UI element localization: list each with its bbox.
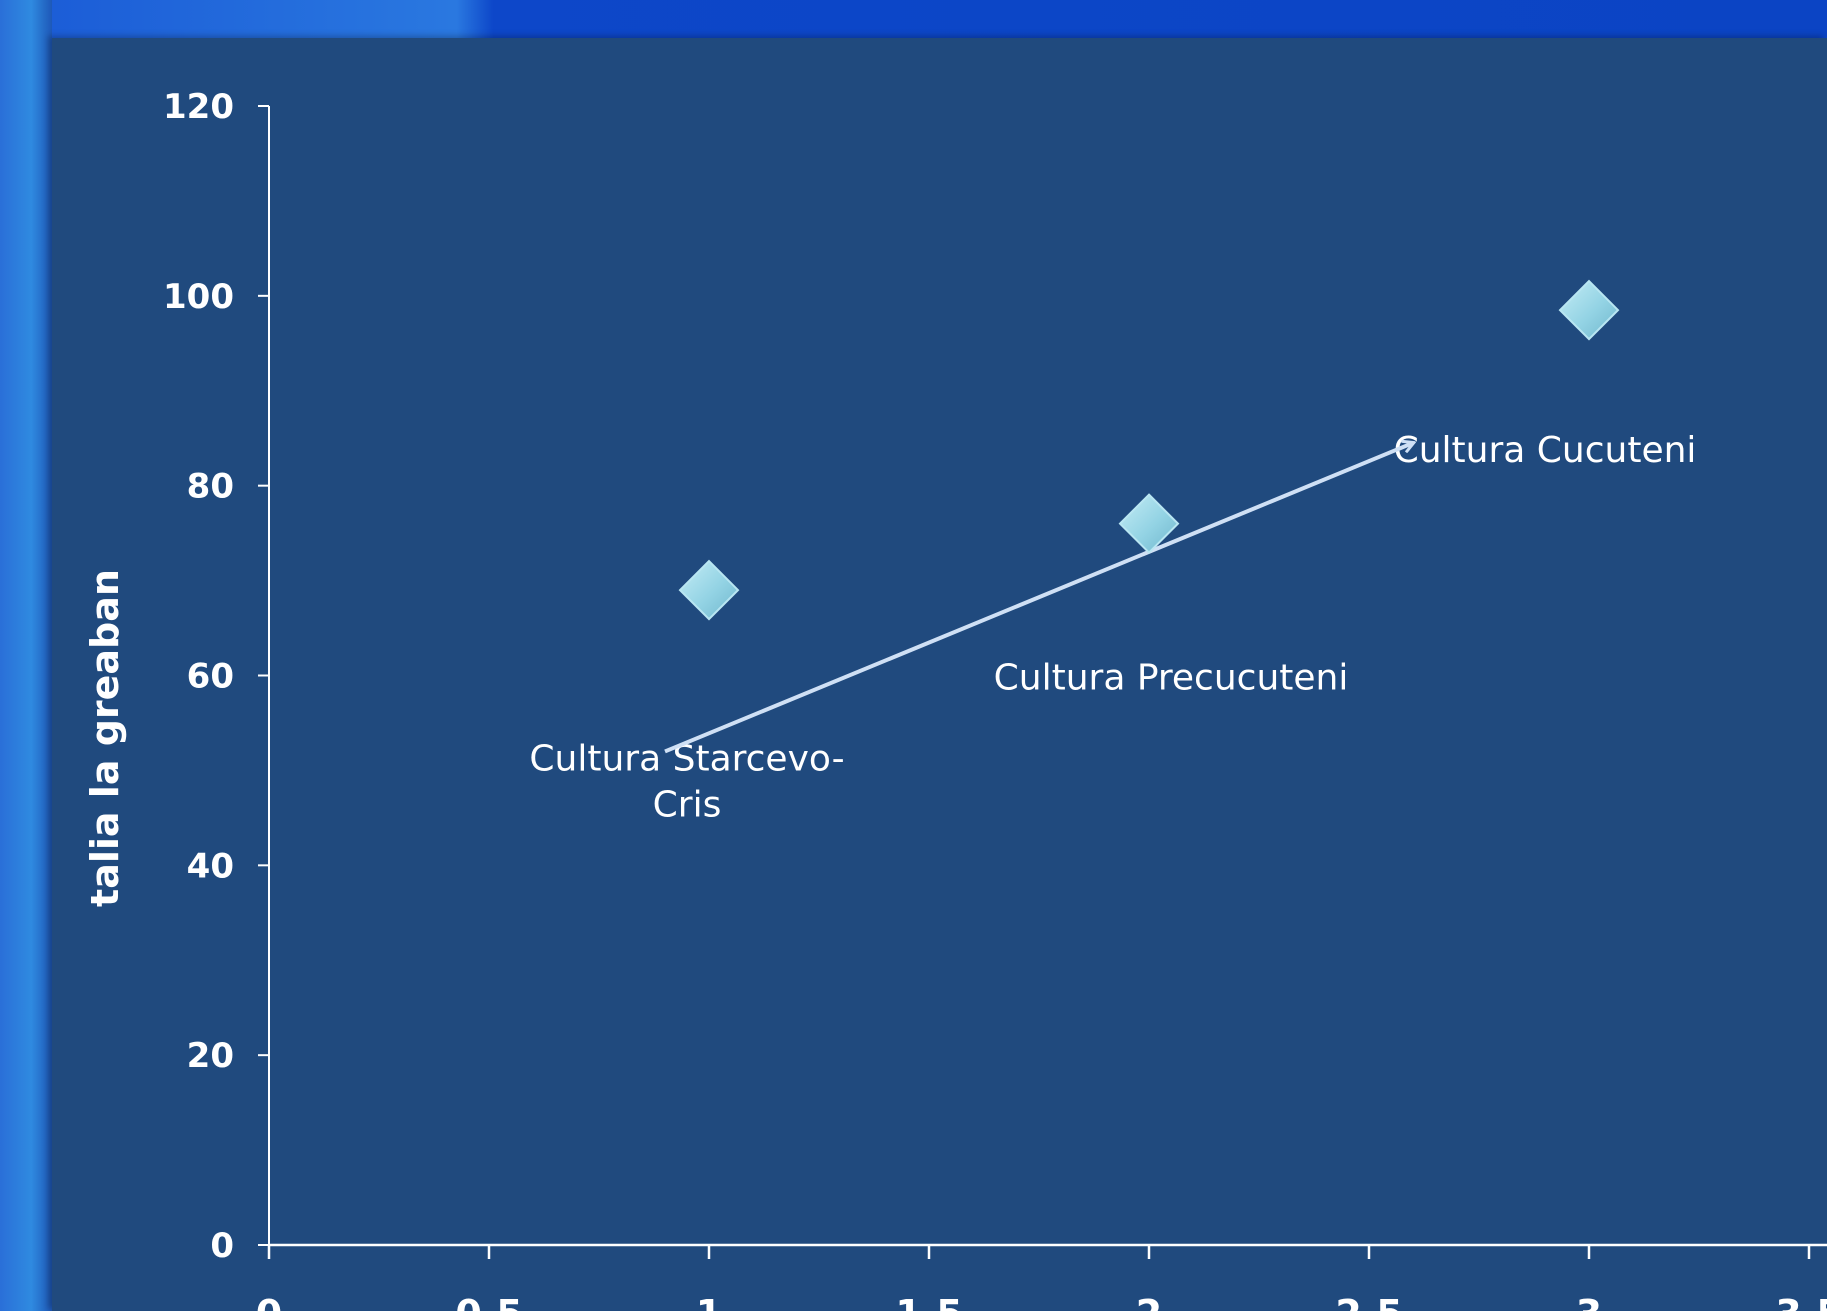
trend-arrow-line — [664, 443, 1413, 754]
annotation-label: Cultura Cucuteni — [1394, 430, 1697, 471]
y-tick-label: 60 — [187, 657, 234, 697]
x-tick-label: 0,5 — [455, 1292, 522, 1311]
x-axis-ticks: 0 0,5 1 1,5 2 2,5 3 3,5 — [256, 1245, 1827, 1311]
x-tick-label: 3 — [1576, 1292, 1602, 1311]
y-tick-label: 0 — [210, 1226, 234, 1266]
x-tick-label: 3,5 — [1775, 1292, 1827, 1311]
y-axis-title: talia la greaban — [83, 569, 127, 907]
slide-top-band — [0, 0, 1827, 40]
annotation-label: Cultura Precucuteni — [994, 658, 1349, 699]
data-points — [678, 279, 1620, 621]
data-point-diamond — [1118, 493, 1180, 555]
trend-arrow — [664, 443, 1413, 754]
x-tick-label: 2 — [1136, 1292, 1162, 1311]
y-tick-label: 40 — [187, 846, 234, 886]
annotation-line: Cultura Starcevo- — [529, 738, 844, 779]
y-tick-label: 20 — [187, 1036, 234, 1076]
y-tick-label: 100 — [163, 277, 234, 317]
annotation-line: Cultura Precucuteni — [994, 658, 1349, 699]
annotations: Cultura Starcevo- Cris Cultura Precucuteni… — [529, 430, 1696, 825]
chart-panel — [52, 38, 1827, 1311]
data-point-diamond — [1558, 279, 1620, 341]
annotation-line: Cultura Cucuteni — [1394, 430, 1697, 471]
y-tick-label: 120 — [163, 87, 234, 127]
y-tick-label: 80 — [187, 467, 234, 507]
x-tick-label: 0 — [256, 1292, 282, 1311]
annotation-line: Cris — [653, 784, 722, 825]
data-point-diamond — [678, 559, 740, 621]
x-tick-label: 1,5 — [895, 1292, 962, 1311]
y-axis-ticks: 0 20 40 60 80 100 120 — [163, 87, 269, 1266]
x-tick-label: 2,5 — [1335, 1292, 1402, 1311]
x-tick-label: 1 — [696, 1292, 722, 1311]
annotation-label: Cultura Starcevo- Cris — [529, 738, 844, 825]
slide-left-edge — [0, 0, 52, 1311]
